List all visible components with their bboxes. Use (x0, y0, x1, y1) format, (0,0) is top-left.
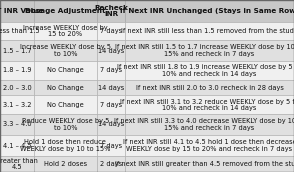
Text: 4.1 – 4.5: 4.1 – 4.5 (3, 143, 31, 149)
Bar (34, 0, 97, 22)
Bar (125, 156, 294, 172)
Text: 7 days: 7 days (100, 28, 122, 34)
Bar (97, 95, 125, 114)
Bar (0, 95, 34, 114)
Text: 1.8 – 1.9: 1.8 – 1.9 (3, 67, 31, 73)
Bar (125, 40, 294, 61)
Bar (125, 95, 294, 114)
Bar (34, 156, 97, 172)
Text: 14 days: 14 days (98, 121, 124, 127)
Bar (0, 156, 34, 172)
Text: If next INR still 3.1 to 3.2 reduce WEEKLY dose by 5 to
10% and recheck in 14 da: If next INR still 3.1 to 3.2 reduce WEEK… (120, 99, 294, 111)
Bar (125, 22, 294, 40)
Text: 2 days: 2 days (100, 161, 122, 167)
Text: If next INR still 1.8 to 1.9 increase WEEKLY dose by 5 to
10% and recheck in 14 : If next INR still 1.8 to 1.9 increase WE… (117, 64, 294, 77)
Bar (97, 135, 125, 156)
Bar (0, 114, 34, 135)
Text: If next INR still 4.1 to 4.5 hold 1 dose then decrease
WEEKLY dose by 15 to 20% : If next INR still 4.1 to 4.5 hold 1 dose… (123, 139, 294, 152)
Text: 14 days: 14 days (98, 85, 124, 91)
Text: Greater than
4.5: Greater than 4.5 (0, 158, 38, 170)
Text: If Next INR Unchanged (Stays in Same Row): If Next INR Unchanged (Stays in Same Row… (120, 8, 294, 14)
Text: Hold 1 dose then reduce
WEEKLY dose by 10 to 15%: Hold 1 dose then reduce WEEKLY dose by 1… (20, 139, 111, 152)
Bar (34, 95, 97, 114)
Text: PT INR Value: PT INR Value (0, 8, 43, 14)
Bar (125, 135, 294, 156)
Text: 7 days: 7 days (100, 67, 122, 73)
Bar (34, 61, 97, 80)
Bar (97, 0, 125, 22)
Bar (97, 61, 125, 80)
Text: Recheck
INR: Recheck INR (94, 4, 128, 17)
Bar (97, 40, 125, 61)
Text: Less than 1.5: Less than 1.5 (0, 28, 39, 34)
Text: Reduce WEEKLY dose by 5
to 10%: Reduce WEEKLY dose by 5 to 10% (22, 118, 109, 131)
Text: No Change: No Change (47, 85, 84, 91)
Text: No Change: No Change (47, 67, 84, 73)
Text: No Change: No Change (47, 102, 84, 108)
Text: If next INR still 3.3 to 4.0 decrease WEEKLY dose by 10 to
15% and recheck in 7 : If next INR still 3.3 to 4.0 decrease WE… (114, 118, 294, 131)
Text: 1.5 – 1.7: 1.5 – 1.7 (3, 48, 31, 54)
Bar (0, 61, 34, 80)
Bar (0, 22, 34, 40)
Text: Increase WEEKLY dose by
15 to 20%: Increase WEEKLY dose by 15 to 20% (23, 25, 108, 37)
Bar (34, 135, 97, 156)
Bar (34, 114, 97, 135)
Text: Dosage Adjustment: Dosage Adjustment (25, 8, 106, 14)
Text: 2.0 – 3.0: 2.0 – 3.0 (3, 85, 31, 91)
Bar (97, 156, 125, 172)
Bar (125, 0, 294, 22)
Bar (34, 22, 97, 40)
Bar (97, 114, 125, 135)
Text: If next INR still less than 1.5 removed from the study: If next INR still less than 1.5 removed … (121, 28, 294, 34)
Text: If next INR still greater than 4.5 removed from the study: If next INR still greater than 4.5 remov… (115, 161, 294, 167)
Bar (97, 80, 125, 95)
Text: 7 days: 7 days (100, 102, 122, 108)
Text: 3.1 – 3.2: 3.1 – 3.2 (3, 102, 31, 108)
Bar (97, 22, 125, 40)
Bar (125, 80, 294, 95)
Bar (0, 135, 34, 156)
Text: Hold 2 doses: Hold 2 doses (44, 161, 87, 167)
Text: If next INR still 1.5 to 1.7 increase WEEKLY dose by 10 to
15% and recheck in 7 : If next INR still 1.5 to 1.7 increase WE… (115, 44, 294, 57)
Bar (0, 80, 34, 95)
Bar (125, 114, 294, 135)
Bar (0, 40, 34, 61)
Text: Increase WEEKLY dose by 5
to 10%: Increase WEEKLY dose by 5 to 10% (20, 44, 111, 57)
Bar (125, 61, 294, 80)
Text: 7 days: 7 days (100, 143, 122, 149)
Text: 3.3 – 4.0: 3.3 – 4.0 (3, 121, 31, 127)
Bar (34, 80, 97, 95)
Text: If next INR still 2.0 to 3.0 recheck in 28 days: If next INR still 2.0 to 3.0 recheck in … (136, 85, 283, 91)
Bar (34, 40, 97, 61)
Text: 14 days: 14 days (98, 48, 124, 54)
Bar (0, 0, 34, 22)
